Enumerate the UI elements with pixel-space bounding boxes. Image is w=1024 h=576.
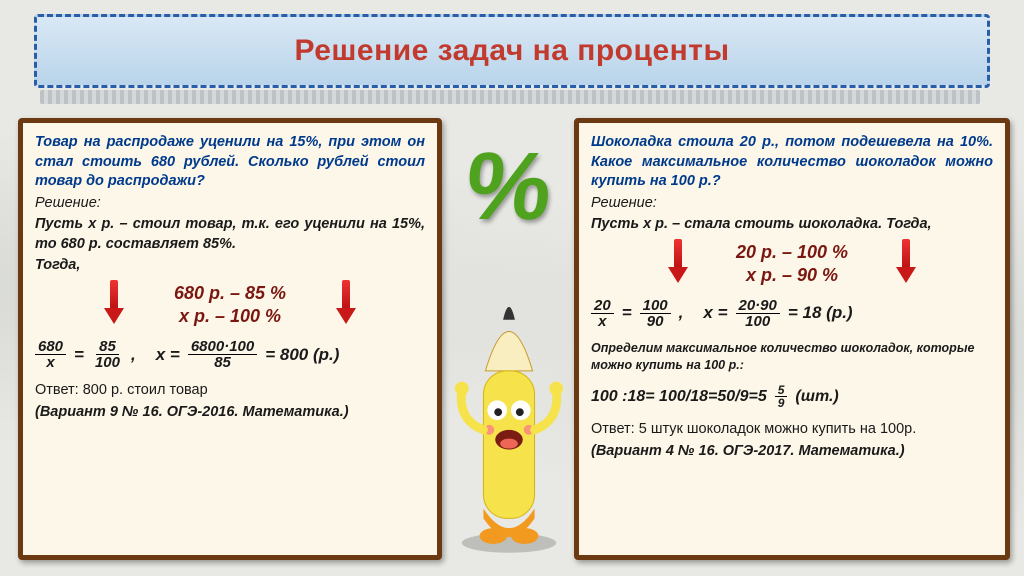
left-source: (Вариант 9 № 16. ОГЭ-2016. Математика.) [35, 403, 425, 423]
left-then: Тогда, [35, 256, 425, 276]
mixed-fraction: 5 9 [775, 384, 788, 410]
right-setup: Пусть х р. – стала стоить шоколадка. Тог… [591, 215, 993, 235]
left-prop-line2: х р. – 100 % [35, 305, 425, 328]
left-proportion: 680 р. – 85 % х р. – 100 % [35, 282, 425, 329]
fraction: 20 х [591, 298, 614, 331]
right-prop-line2: х р. – 90 % [591, 264, 993, 287]
fraction: 20·90 100 [736, 298, 780, 331]
arrow-down-icon [897, 239, 915, 285]
left-setup: Пусть х р. – стоил товар, т.к. его уцени… [35, 215, 425, 254]
left-prop-line1: 680 р. – 85 % [35, 282, 425, 305]
left-equation: 680 х = 85 100 , х = 6800·100 85 = 800 (… [35, 339, 425, 372]
left-question: Товар на распродаже уценили на 15%, при … [35, 133, 425, 192]
right-source: (Вариант 4 № 16. ОГЭ-2017. Математика.) [591, 442, 993, 462]
right-calc: 100 :18= 100/18=50/9=5 5 9 (шт.) [591, 384, 993, 410]
fraction: 100 90 [640, 298, 671, 331]
problem-panel-right: Шоколадка стоила 20 р., потом подешевела… [574, 118, 1010, 560]
right-answer: Ответ: 5 штук шоколадок можно купить на … [591, 420, 993, 440]
right-question: Шоколадка стоила 20 р., потом подешевела… [591, 133, 993, 192]
arrow-down-icon [669, 239, 687, 285]
fraction: 680 х [35, 339, 66, 372]
page-title: Решение задач на проценты [294, 34, 729, 68]
fraction: 6800·100 85 [188, 339, 257, 372]
arrow-down-icon [105, 280, 123, 326]
right-note: Определим максимальное количество шокола… [591, 340, 993, 374]
arrow-down-icon [337, 280, 355, 326]
zipper-decoration [40, 90, 980, 104]
title-banner: Решение задач на проценты [34, 14, 990, 88]
right-equation: 20 х = 100 90 , х = 20·90 100 = 18 (р.) [591, 298, 993, 331]
percent-icon: % [450, 128, 568, 246]
right-prop-line1: 20 р. – 100 % [591, 241, 993, 264]
right-proportion: 20 р. – 100 % х р. – 90 % [591, 241, 993, 288]
fraction: 85 100 [92, 339, 123, 372]
left-solution-label: Решение: [35, 194, 425, 214]
right-solution-label: Решение: [591, 194, 993, 214]
pencil-mascot-icon [450, 280, 568, 560]
left-answer: Ответ: 800 р. стоил товар [35, 381, 425, 401]
problem-panel-left: Товар на распродаже уценили на 15%, при … [18, 118, 442, 560]
